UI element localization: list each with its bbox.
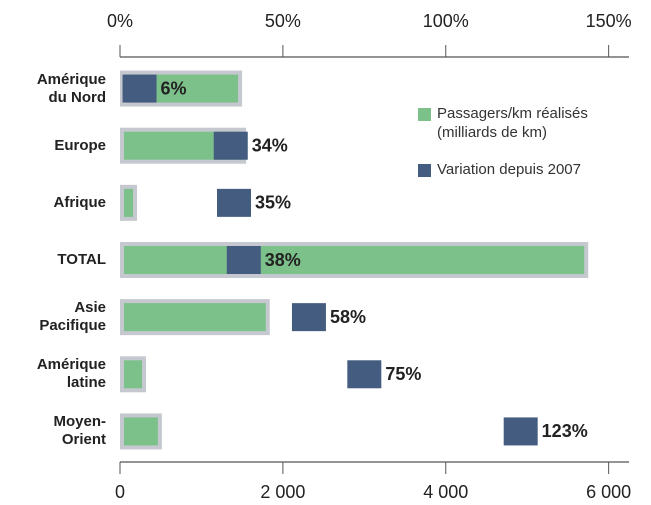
legend-label: Passagers/km réalisés (milliards de km) [437, 105, 588, 141]
x2-tick-label: 0% [107, 11, 133, 31]
x-tick-label: 6 000 [586, 482, 631, 502]
variation-box [217, 188, 252, 217]
bar-frame [120, 242, 589, 278]
variation-box [213, 131, 248, 160]
x-tick-label: 0 [115, 482, 125, 502]
category-label: Europe [54, 136, 106, 154]
x2-tick-label: 100% [423, 11, 469, 31]
value-label: 75% [385, 364, 421, 384]
variation-box [226, 246, 261, 274]
x-tick-label: 4 000 [423, 482, 468, 502]
legend-label: Variation depuis 2007 [437, 161, 581, 178]
variation-box [347, 360, 382, 389]
value-label: 34% [252, 135, 288, 155]
category-label: TOTAL [57, 251, 106, 268]
legend-swatch [418, 108, 431, 121]
x2-tick-label: 150% [586, 11, 632, 31]
variation-box [291, 303, 326, 332]
category-label: Asie Pacifique [39, 299, 106, 335]
value-label: 35% [255, 193, 291, 213]
bar-frame [120, 356, 146, 393]
legend-swatch [418, 164, 431, 177]
variation-box [122, 74, 157, 103]
category-label: Moyen-Orient [53, 413, 107, 449]
variation-box [503, 417, 538, 446]
category-label: Amérique du Nord [36, 70, 106, 106]
value-label: 38% [265, 250, 301, 270]
bar-frame [120, 184, 138, 221]
value-label: 6% [161, 78, 187, 98]
value-label: 58% [330, 307, 366, 327]
bar-frame [120, 413, 162, 450]
category-label: Afrique [53, 193, 107, 211]
category-label: Amérique latine [36, 356, 106, 392]
value-label: 123% [542, 421, 588, 441]
x2-tick-label: 50% [265, 11, 301, 31]
x-tick-label: 2 000 [260, 482, 305, 502]
bar-frame [120, 299, 270, 336]
